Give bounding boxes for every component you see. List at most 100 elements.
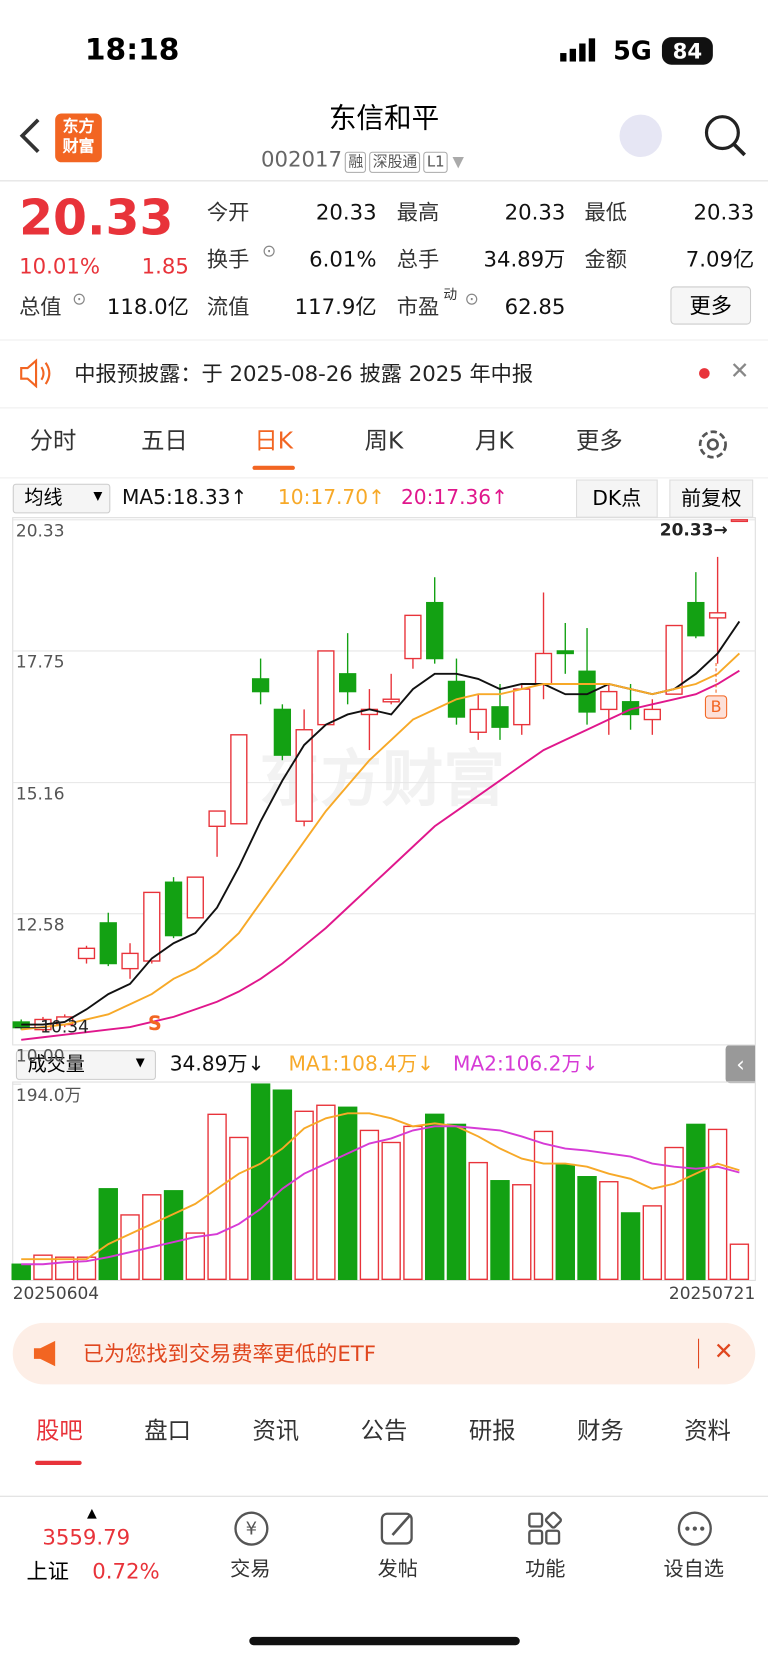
etf-banner[interactable] <box>12 1322 756 1385</box>
bottom-tab[interactable]: 财务 <box>577 1418 624 1445</box>
field-label: 最低 <box>584 199 627 225</box>
field-label: 总手 <box>396 246 440 272</box>
candle-body <box>600 690 618 711</box>
etf-text[interactable]: 已为您找到交易费率更低的ETF <box>82 1340 376 1367</box>
volume-bar <box>707 1128 728 1281</box>
bottom-tab[interactable]: 股吧 <box>36 1418 83 1445</box>
time: 18:18 <box>84 31 180 67</box>
buy-box <box>704 695 728 719</box>
close[interactable]: ✕ <box>729 358 750 386</box>
volume-bar <box>33 1254 53 1281</box>
logo: 东方 财富 <box>55 113 102 163</box>
signal <box>560 38 596 62</box>
candle-body <box>273 708 292 756</box>
y-tick-label: 12.58 <box>16 915 65 935</box>
assistant[interactable] <box>619 114 662 157</box>
bottom-tab[interactable]: 盘口 <box>144 1418 191 1445</box>
index-name[interactable]: 上证 <box>26 1558 69 1584</box>
vol-select[interactable]: 成交量 <box>15 1050 156 1080</box>
adjust-button[interactable]: 前复权 <box>669 479 754 518</box>
volume-bar <box>142 1194 162 1281</box>
volume-bar <box>381 1141 401 1281</box>
bottom-tab[interactable]: 研报 <box>468 1418 516 1445</box>
candle-body <box>665 624 683 695</box>
volume-bar <box>424 1113 445 1281</box>
chart-frame <box>12 1081 756 1281</box>
volume-bar <box>55 1256 75 1281</box>
buy-mark: B <box>711 697 722 716</box>
tag: L1 <box>423 151 448 173</box>
y-tick-label: 17.75 <box>16 653 65 673</box>
icon: ¥ <box>234 1511 269 1546</box>
divider <box>0 180 768 182</box>
volume-bar <box>11 1263 31 1281</box>
candle-body <box>556 650 574 655</box>
dk-button[interactable]: DK点 <box>576 479 658 518</box>
stock-name: 东信和平 <box>328 102 440 135</box>
tab-active[interactable]: 日K <box>254 428 294 456</box>
field-value: 20.33 <box>504 199 566 225</box>
more-button[interactable]: 更多 <box>670 286 752 325</box>
tab[interactable]: 五日 <box>141 428 188 456</box>
tab[interactable]: 月K <box>475 428 514 456</box>
icon <box>677 1511 712 1546</box>
notice[interactable]: 中报预披露：于 2025-08-26 披露 2025 年中报 <box>74 360 534 387</box>
bottom-tab[interactable]: 公告 <box>360 1418 408 1445</box>
tab[interactable]: 更多 <box>576 428 623 456</box>
index-value[interactable]: 3559.79 <box>42 1524 131 1550</box>
candle-body <box>339 673 357 693</box>
legend-ma5: MA5:18.33↑ <box>121 485 248 510</box>
candle-body <box>382 698 400 703</box>
candle-body <box>469 708 487 733</box>
logo-text: 财富 <box>62 136 95 156</box>
index-pct[interactable]: 0.72% <box>92 1558 160 1584</box>
volume-bar <box>729 1243 750 1281</box>
x-tick-label: 20250721 <box>669 1284 755 1304</box>
bottom-tab[interactable]: 资料 <box>684 1418 731 1445</box>
field-label: 最高 <box>396 199 440 225</box>
candle-body <box>643 708 661 721</box>
tab[interactable]: 分时 <box>29 428 77 456</box>
nav-item[interactable]: 功能 <box>525 1557 566 1581</box>
ma-select[interactable]: 均线 <box>12 483 111 514</box>
bottom-tab[interactable]: 资讯 <box>252 1418 300 1445</box>
candle-body <box>186 876 204 919</box>
volume-bar <box>490 1180 510 1281</box>
volume-bar <box>76 1256 97 1281</box>
ma-line <box>21 1112 740 1261</box>
volume-bar <box>337 1106 358 1281</box>
candle-body <box>426 601 444 660</box>
close[interactable]: ✕ <box>713 1338 734 1366</box>
volume-bar <box>163 1190 184 1281</box>
speaker-icon <box>20 358 51 389</box>
y-tick-label: 10.00 <box>16 1047 65 1067</box>
candle-body <box>164 881 183 937</box>
legend-vol-ma2: MA2:106.2万↓ <box>452 1052 599 1076</box>
candle-body <box>534 652 553 685</box>
home-indicator <box>249 1636 520 1646</box>
collapse[interactable]: ‹ <box>725 1044 756 1084</box>
candle-body <box>208 810 226 827</box>
legend-ma10: 10:17.70↑ <box>277 485 385 510</box>
x-tick-label: 20250604 <box>13 1284 99 1304</box>
nav-item[interactable]: 发帖 <box>377 1557 418 1581</box>
volume-bar <box>686 1123 706 1281</box>
legend-vol-ma1: MA1:108.4万↓ <box>288 1052 435 1076</box>
candle-body <box>121 952 139 970</box>
nav-item[interactable]: 交易 <box>230 1557 271 1581</box>
field-label: 市盈 <box>396 293 440 320</box>
volume-bar <box>207 1113 227 1281</box>
candle-body <box>230 734 248 825</box>
volume-bar <box>294 1110 314 1281</box>
candle-body <box>143 891 161 962</box>
ma-line <box>21 1125 740 1266</box>
back[interactable] <box>17 117 45 155</box>
field-value: 62.85 <box>504 293 566 320</box>
ma-line <box>21 652 741 1031</box>
nav-item[interactable]: 设自选 <box>663 1557 725 1581</box>
tab[interactable]: 周K <box>364 428 404 456</box>
volume-bar <box>533 1130 554 1281</box>
search[interactable] <box>702 112 749 159</box>
settings[interactable] <box>696 428 730 462</box>
